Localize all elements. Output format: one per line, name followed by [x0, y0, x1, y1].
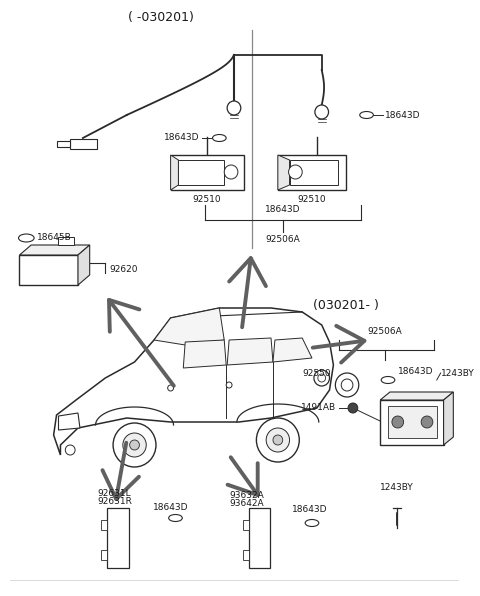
Circle shape	[341, 379, 353, 391]
Polygon shape	[78, 245, 90, 285]
Polygon shape	[154, 308, 224, 345]
Circle shape	[256, 418, 300, 462]
Circle shape	[315, 105, 328, 119]
Polygon shape	[278, 155, 289, 190]
Text: 1491AB: 1491AB	[301, 403, 336, 412]
Text: 18643D: 18643D	[265, 206, 300, 215]
Circle shape	[130, 440, 139, 450]
Text: 93632A: 93632A	[229, 491, 264, 499]
Circle shape	[421, 416, 433, 428]
Polygon shape	[249, 508, 270, 568]
Polygon shape	[59, 237, 74, 245]
Text: 92550: 92550	[303, 368, 332, 377]
Text: 18643D: 18643D	[385, 110, 420, 120]
Circle shape	[123, 433, 146, 457]
Circle shape	[168, 385, 174, 391]
Circle shape	[318, 374, 325, 382]
Text: 92506A: 92506A	[265, 235, 300, 244]
Polygon shape	[170, 155, 179, 190]
Circle shape	[226, 382, 232, 388]
Polygon shape	[278, 155, 346, 190]
Text: 1243BY: 1243BY	[380, 483, 414, 492]
Bar	[388, 406, 437, 438]
Polygon shape	[101, 550, 107, 560]
Circle shape	[227, 101, 241, 115]
Polygon shape	[20, 255, 78, 285]
Polygon shape	[54, 308, 334, 455]
Circle shape	[392, 416, 404, 428]
Polygon shape	[289, 160, 338, 185]
Ellipse shape	[213, 135, 226, 141]
Polygon shape	[179, 160, 224, 185]
Polygon shape	[227, 338, 273, 365]
Text: 1243BY: 1243BY	[441, 368, 474, 377]
Polygon shape	[243, 550, 249, 560]
Polygon shape	[380, 400, 444, 445]
Polygon shape	[57, 141, 70, 147]
Circle shape	[266, 428, 289, 452]
Text: 93642A: 93642A	[229, 498, 264, 508]
Ellipse shape	[305, 520, 319, 526]
Polygon shape	[183, 340, 226, 368]
Ellipse shape	[381, 377, 395, 383]
Polygon shape	[20, 245, 90, 255]
Circle shape	[288, 165, 302, 179]
Polygon shape	[107, 508, 129, 568]
Text: 92631R: 92631R	[97, 498, 132, 507]
Polygon shape	[170, 155, 244, 190]
Circle shape	[348, 403, 358, 413]
Ellipse shape	[19, 234, 34, 242]
Ellipse shape	[360, 111, 373, 119]
Circle shape	[224, 165, 238, 179]
Text: 92510: 92510	[298, 195, 326, 204]
Polygon shape	[243, 520, 249, 530]
Text: 18643D: 18643D	[398, 368, 433, 377]
Text: 18643D: 18643D	[292, 505, 328, 514]
Text: (030201- ): (030201- )	[313, 299, 379, 312]
Text: 92510: 92510	[192, 195, 221, 204]
Text: ( -030201): ( -030201)	[128, 11, 194, 24]
Circle shape	[336, 373, 359, 397]
Circle shape	[113, 423, 156, 467]
Ellipse shape	[168, 514, 182, 522]
Circle shape	[65, 445, 75, 455]
Polygon shape	[380, 392, 453, 400]
Text: 18643D: 18643D	[164, 134, 200, 142]
Polygon shape	[59, 413, 80, 430]
Text: 92506A: 92506A	[368, 327, 402, 337]
Text: 92631L: 92631L	[97, 489, 131, 498]
Polygon shape	[273, 338, 312, 362]
Polygon shape	[101, 520, 107, 530]
Text: 18643D: 18643D	[153, 502, 188, 511]
Circle shape	[273, 435, 283, 445]
Polygon shape	[444, 392, 453, 445]
Circle shape	[314, 370, 329, 386]
Text: 18645B: 18645B	[37, 234, 72, 243]
Text: 92620: 92620	[109, 265, 138, 275]
Polygon shape	[70, 139, 97, 149]
